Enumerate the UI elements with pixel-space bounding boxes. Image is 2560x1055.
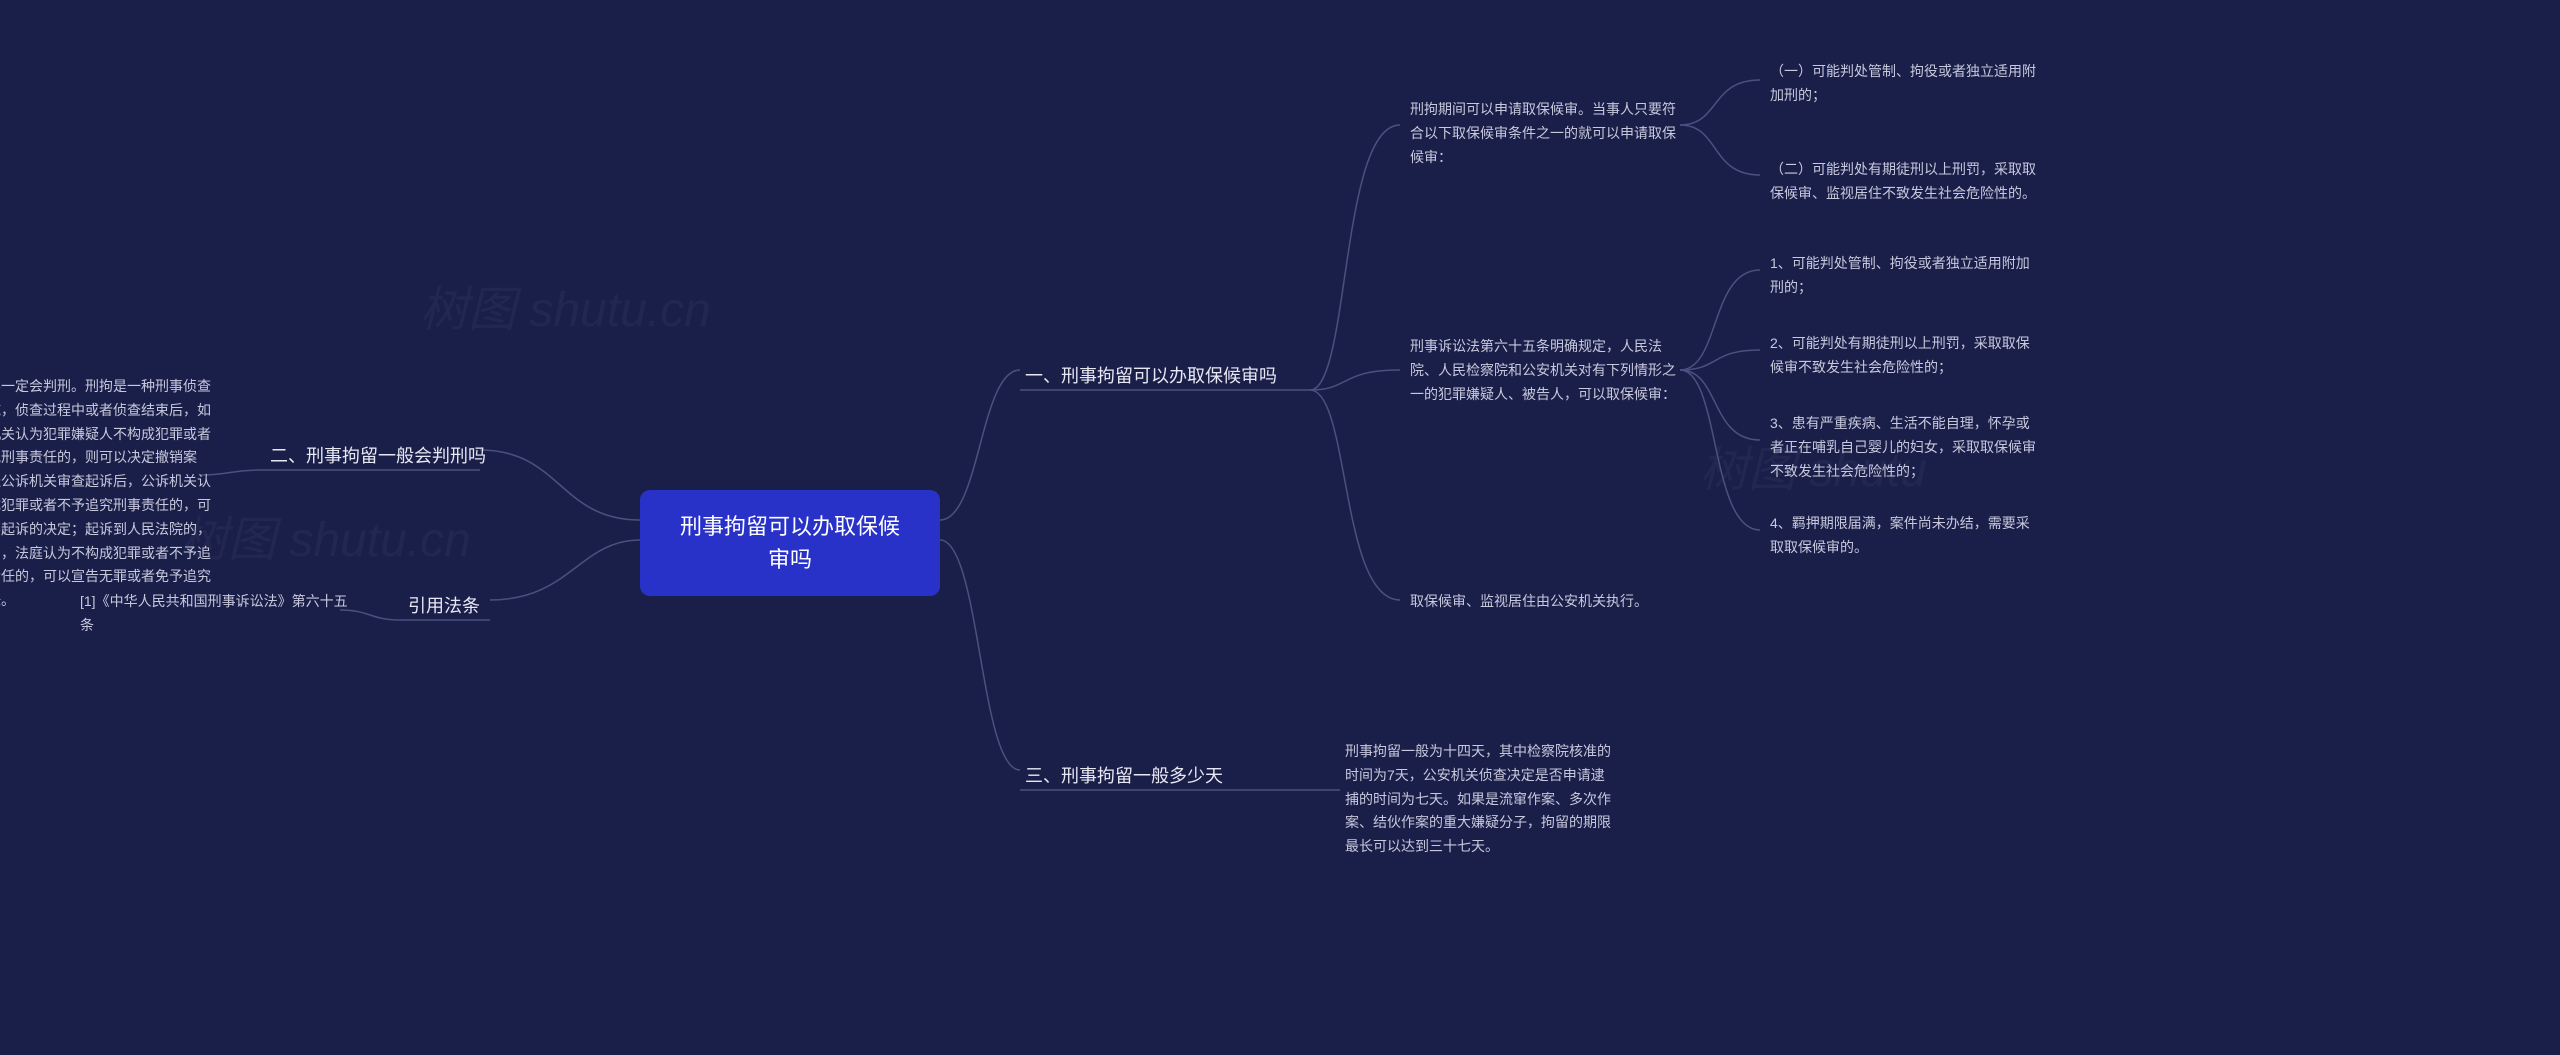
leaf-r1-c3: 取保候审、监视居住由公安机关执行。 — [1410, 590, 1690, 614]
leaf-r1-c1-1: （一）可能判处管制、拘役或者独立适用附加刑的； — [1770, 60, 2040, 108]
watermark: 树图 shutu.cn — [420, 270, 711, 340]
branch-left-1: 二、刑事拘留一般会判刑吗 — [270, 442, 486, 468]
branch-right-2: 三、刑事拘留一般多少天 — [1025, 762, 1223, 788]
leaf-r2-c1: 刑事拘留一般为十四天，其中检察院核准的时间为7天，公安机关侦查决定是否申请逮捕的… — [1345, 740, 1615, 859]
leaf-r1-c1: 刑拘期间可以申请取保候审。当事人只要符合以下取保候审条件之一的就可以申请取保候审… — [1410, 98, 1680, 169]
leaf-l2-c1: [1]《中华人民共和国刑事诉讼法》第六十五条 — [80, 590, 350, 638]
branch-left-2: 引用法条 — [408, 592, 480, 618]
leaf-r1-c2-4: 4、羁押期限届满，案件尚未办结，需要采取取保候审的。 — [1770, 512, 2040, 560]
watermark: 树图 shutu.cn — [180, 500, 471, 570]
leaf-r1-c2-1: 1、可能判处管制、拘役或者独立适用附加刑的； — [1770, 252, 2040, 300]
leaf-r1-c2: 刑事诉讼法第六十五条明确规定，人民法院、人民检察院和公安机关对有下列情形之一的犯… — [1410, 335, 1680, 406]
leaf-l1-c1: 刑拘后不一定会判刑。刑拘是一种刑事侦查强制措施，侦查过程中或者侦查结束后，如果侦… — [0, 375, 215, 613]
mindmap-edges — [0, 0, 2560, 1055]
branch-right-1: 一、刑事拘留可以办取保候审吗 — [1025, 362, 1277, 388]
leaf-r1-c2-2: 2、可能判处有期徒刑以上刑罚，采取取保候审不致发生社会危险性的； — [1770, 332, 2040, 380]
root-node: 刑事拘留可以办取保候审吗 — [640, 490, 940, 596]
leaf-r1-c1-2: （二）可能判处有期徒刑以上刑罚，采取取保候审、监视居住不致发生社会危险性的。 — [1770, 158, 2040, 206]
leaf-r1-c2-3: 3、患有严重疾病、生活不能自理，怀孕或者正在哺乳自己婴儿的妇女，采取取保候审不致… — [1770, 412, 2040, 483]
